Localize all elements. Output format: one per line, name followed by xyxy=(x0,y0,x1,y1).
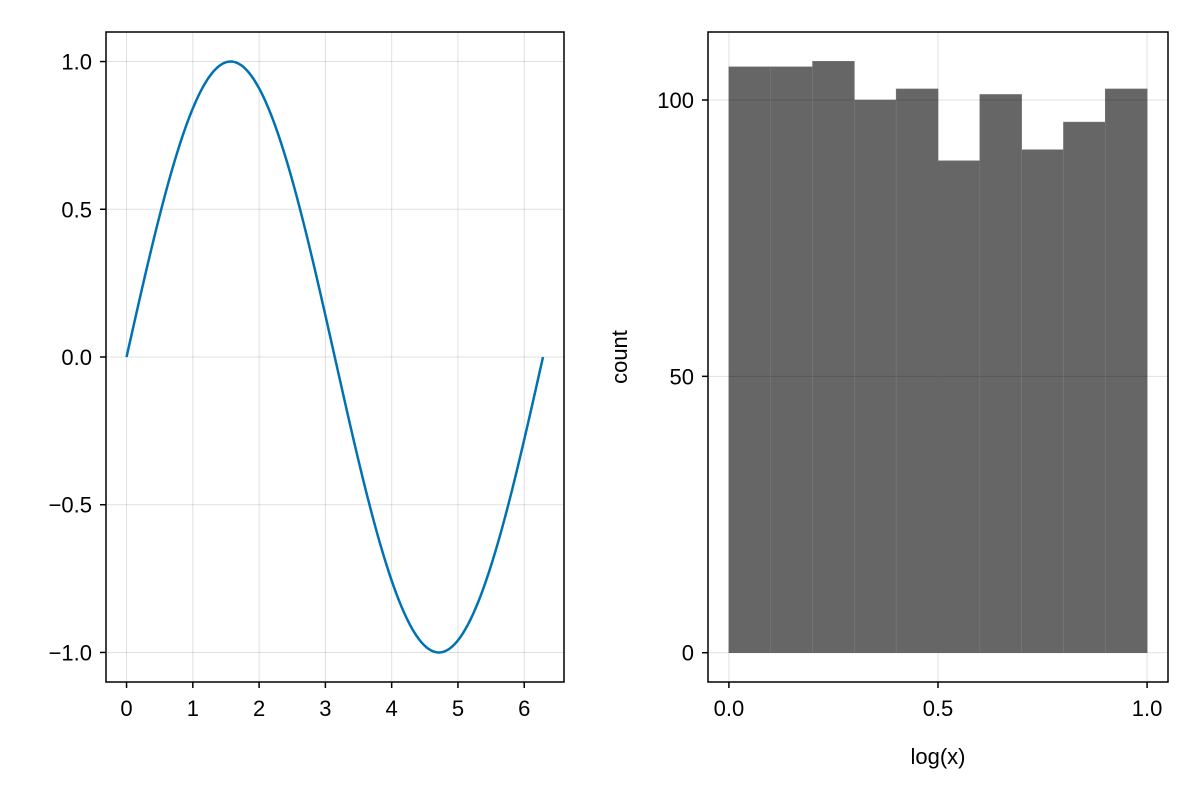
histogram-bar xyxy=(1021,149,1064,654)
sine-x-tick-label: 6 xyxy=(518,696,530,721)
histogram-tick-marks xyxy=(702,99,1148,688)
sine-x-tick-label: 1 xyxy=(187,696,199,721)
sine-x-tick-label: 2 xyxy=(253,696,265,721)
histogram-y-tick-label: 50 xyxy=(670,364,694,389)
histogram-x-tick-label: 0.5 xyxy=(923,696,954,721)
histogram-x-tick-label: 1.0 xyxy=(1132,696,1163,721)
histogram-x-tick-label: 0.0 xyxy=(714,696,745,721)
sine-line-panel: 0 1 2 3 4 5 6 −1.0 −0.5 0.0 0.5 1.0 xyxy=(49,31,565,721)
histogram-bar xyxy=(895,88,939,654)
sine-x-tick-label: 0 xyxy=(120,696,132,721)
sine-x-tick-label: 4 xyxy=(386,696,398,721)
histogram-y-tick-labels: 0 50 100 xyxy=(657,88,694,666)
sine-y-tick-label: −1.0 xyxy=(49,640,92,665)
histogram-bar xyxy=(937,160,981,654)
histogram-bar xyxy=(1104,88,1148,654)
sine-x-tick-labels: 0 1 2 3 4 5 6 xyxy=(120,696,530,721)
histogram-y-axis-label: count xyxy=(607,330,632,384)
sine-y-tick-labels: −1.0 −0.5 0.0 0.5 1.0 xyxy=(49,50,92,666)
sine-x-tick-label: 3 xyxy=(319,696,331,721)
sine-y-tick-label: 0.0 xyxy=(61,345,92,370)
sine-grid xyxy=(106,32,564,682)
sine-y-tick-label: 1.0 xyxy=(61,50,92,75)
histogram-panel: 0.0 0.5 1.0 0 50 100 log(x) count xyxy=(607,31,1169,769)
histogram-x-tick-labels: 0.0 0.5 1.0 xyxy=(714,696,1163,721)
sine-series-line xyxy=(125,60,545,654)
sine-y-tick-label: 0.5 xyxy=(61,197,92,222)
histogram-bar xyxy=(854,99,897,654)
sine-y-tick-label: −0.5 xyxy=(49,493,92,518)
histogram-y-tick-label: 0 xyxy=(682,641,694,666)
sine-x-tick-label: 5 xyxy=(452,696,464,721)
histogram-bar xyxy=(979,94,1022,654)
histogram-bar xyxy=(770,66,813,654)
histogram-bar xyxy=(1063,121,1106,654)
histogram-y-tick-label: 100 xyxy=(657,88,694,113)
histogram-grid xyxy=(708,32,1168,682)
histogram-bar xyxy=(812,60,855,654)
histogram-x-axis-label: log(x) xyxy=(910,744,965,769)
sine-tick-marks xyxy=(100,60,525,688)
histogram-bars xyxy=(728,60,1148,654)
histogram-bar xyxy=(728,66,772,654)
